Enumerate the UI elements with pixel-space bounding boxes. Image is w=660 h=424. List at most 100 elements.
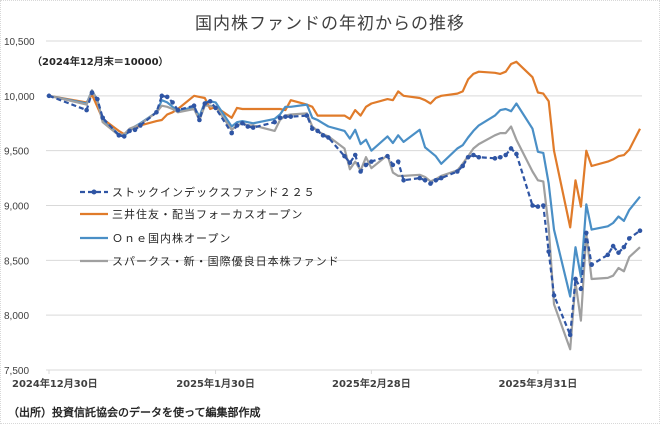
x-axis-ticks: 2024年12月30日 2025年1月30日 2025年2月28日 2025年3月31… bbox=[12, 370, 577, 390]
data-point bbox=[170, 100, 175, 105]
data-point bbox=[342, 153, 347, 159]
data-point bbox=[277, 115, 283, 121]
data-point bbox=[465, 154, 471, 160]
data-point bbox=[121, 134, 127, 139]
data-point bbox=[234, 123, 240, 128]
data-point bbox=[395, 159, 401, 164]
y-tick-label: 7,500 bbox=[4, 366, 29, 377]
legend-item: Ｏｎｅ国内株オープン bbox=[80, 230, 231, 246]
x-tick-label: 2024年12月30日 bbox=[12, 377, 98, 390]
data-point bbox=[207, 99, 213, 104]
x-tick-label: 2025年1月30日 bbox=[176, 377, 255, 390]
legend-swatch-gray bbox=[80, 259, 108, 263]
data-point bbox=[492, 156, 498, 161]
data-point bbox=[288, 114, 294, 119]
y-tick-label: 10,000 bbox=[4, 92, 35, 103]
data-point bbox=[46, 93, 52, 99]
legend-item: 三井住友・配当フォーカスオープン bbox=[80, 206, 303, 222]
data-point bbox=[438, 175, 444, 181]
data-point bbox=[540, 203, 546, 208]
data-point bbox=[116, 133, 122, 138]
data-point bbox=[385, 153, 390, 159]
chart-subtitle: （2024年12月末＝10000） bbox=[32, 57, 169, 68]
data-point bbox=[621, 244, 627, 250]
data-point bbox=[535, 204, 541, 209]
source-note: （出所）投資信託協会のデータを使って編集部作成 bbox=[8, 406, 261, 419]
data-point bbox=[455, 169, 460, 174]
x-tick-label: 2025年2月28日 bbox=[332, 377, 411, 390]
data-point bbox=[309, 126, 315, 132]
y-tick-label: 9,000 bbox=[4, 202, 29, 213]
data-point bbox=[213, 105, 218, 111]
legend-swatch-blue bbox=[80, 236, 108, 240]
data-point bbox=[428, 181, 433, 186]
legend-item: スパークス・新・国際優良日本株ファンド bbox=[80, 253, 340, 269]
data-point bbox=[471, 152, 476, 158]
legend-label: Ｏｎｅ国内株オープン bbox=[112, 232, 232, 245]
data-point bbox=[401, 177, 406, 183]
data-point bbox=[240, 120, 245, 126]
data-point bbox=[589, 262, 594, 268]
data-point bbox=[567, 332, 573, 338]
data-point bbox=[503, 152, 508, 158]
data-point bbox=[347, 160, 353, 166]
legend-label: 三井住友・配当フォーカスオープン bbox=[112, 208, 304, 221]
legend-item: ストックインデックスファンド２２５ bbox=[80, 184, 316, 200]
data-point bbox=[417, 175, 423, 181]
data-point bbox=[583, 230, 589, 236]
data-point bbox=[229, 130, 234, 136]
data-point bbox=[320, 133, 326, 138]
data-point bbox=[551, 293, 557, 298]
data-point bbox=[154, 109, 159, 115]
gridlines bbox=[46, 40, 642, 371]
data-point bbox=[637, 228, 643, 234]
data-point bbox=[369, 159, 374, 164]
data-point bbox=[610, 243, 616, 249]
data-point bbox=[390, 162, 396, 168]
data-point bbox=[422, 177, 428, 183]
data-point bbox=[304, 113, 310, 118]
data-point bbox=[616, 250, 621, 255]
data-point bbox=[460, 163, 466, 169]
data-point bbox=[283, 114, 288, 119]
legend-label: スパークス・新・国際優良日本株ファンド bbox=[112, 255, 340, 268]
y-tick-label: 10,500 bbox=[4, 37, 35, 48]
data-point bbox=[132, 127, 138, 133]
series-line bbox=[48, 60, 641, 229]
data-point bbox=[358, 169, 363, 174]
data-point bbox=[352, 152, 358, 158]
data-point bbox=[315, 128, 320, 134]
data-point bbox=[127, 128, 132, 134]
series-lines bbox=[46, 60, 643, 351]
data-point bbox=[245, 124, 251, 129]
data-point bbox=[89, 90, 95, 95]
data-point bbox=[605, 252, 611, 258]
data-point bbox=[530, 203, 535, 208]
y-tick-label: 9,500 bbox=[4, 147, 29, 158]
y-tick-label: 8,500 bbox=[4, 256, 29, 267]
legend-label: ストックインデックスファンド２２５ bbox=[112, 186, 316, 199]
data-point bbox=[573, 276, 578, 282]
data-point bbox=[191, 103, 197, 109]
y-axis-ticks: 7,500 8,000 8,500 9,000 9,500 10,000 10,500 bbox=[4, 37, 35, 377]
data-point bbox=[514, 151, 519, 157]
data-point bbox=[159, 93, 165, 99]
data-point bbox=[363, 162, 369, 168]
x-tick-label: 2025年3月31日 bbox=[499, 377, 578, 390]
data-point bbox=[100, 115, 106, 121]
chart-title: 国内株ファンドの年初からの推移 bbox=[195, 14, 465, 34]
data-point bbox=[84, 107, 89, 113]
legend-swatch-dashed bbox=[80, 189, 108, 195]
data-point bbox=[197, 117, 202, 123]
data-point bbox=[433, 177, 439, 183]
data-point bbox=[250, 125, 256, 130]
legend-swatch-orange bbox=[80, 212, 108, 216]
data-point bbox=[626, 236, 632, 241]
data-point bbox=[175, 107, 181, 113]
data-point bbox=[578, 286, 584, 292]
data-point bbox=[164, 94, 170, 100]
data-point bbox=[272, 119, 277, 125]
data-point bbox=[95, 96, 100, 102]
data-point bbox=[546, 249, 551, 254]
data-point bbox=[138, 123, 143, 128]
